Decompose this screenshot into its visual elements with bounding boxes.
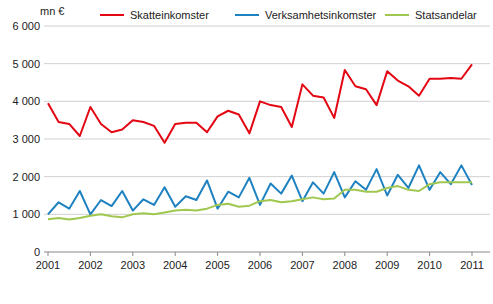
legend-swatch: [100, 14, 124, 16]
grid-line: [44, 26, 490, 27]
x-tick-label: 2007: [290, 259, 314, 271]
grid-line: [44, 101, 490, 102]
x-tick: [217, 252, 218, 256]
x-tick-label: 2006: [248, 259, 272, 271]
x-tick-label: 2011: [460, 259, 484, 271]
y-tick-label: 2 000: [12, 171, 40, 183]
grid-line: [44, 63, 490, 64]
x-tick: [132, 252, 133, 256]
x-tick: [429, 252, 430, 256]
grid-line: [44, 139, 490, 140]
x-tick: [260, 252, 261, 256]
legend-label: Skatteinkomster: [130, 9, 209, 21]
y-tick-label: 3 000: [12, 133, 40, 145]
y-axis-label: mn €: [40, 5, 64, 17]
x-tick-label: 2005: [205, 259, 229, 271]
x-tick: [302, 252, 303, 256]
x-tick: [472, 252, 473, 256]
series-line: [48, 182, 472, 219]
legend-label: Verksamhetsinkomster: [265, 9, 377, 21]
legend-label: Statsandelar: [415, 9, 477, 21]
legend-swatch: [385, 14, 409, 16]
x-tick-label: 2010: [417, 259, 441, 271]
x-tick: [344, 252, 345, 256]
y-tick-label: 4 000: [12, 95, 40, 107]
chart: 0 1 000 2 000 3 000 4 000 5 000 6 000mn € 2001 2…: [0, 0, 493, 304]
legend-swatch: [235, 14, 259, 16]
x-tick: [387, 252, 388, 256]
y-tick-label: 6 000: [12, 20, 40, 32]
x-tick-label: 2009: [375, 259, 399, 271]
plot-lines: [48, 64, 472, 219]
x-tick-label: 2003: [121, 259, 145, 271]
x-tick: [90, 252, 91, 256]
x-tick-label: 2008: [333, 259, 357, 271]
series-line: [48, 64, 472, 142]
y-tick-label: 1 000: [12, 208, 40, 220]
x-tick: [175, 252, 176, 256]
y-tick-label: 0: [34, 246, 40, 258]
y-tick-label: 5 000: [12, 58, 40, 70]
x-tick: [48, 252, 49, 256]
grid-line: [44, 252, 490, 253]
grid-line: [44, 214, 490, 215]
x-tick-label: 2001: [36, 259, 60, 271]
x-tick-label: 2002: [78, 259, 102, 271]
x-tick-label: 2004: [163, 259, 187, 271]
